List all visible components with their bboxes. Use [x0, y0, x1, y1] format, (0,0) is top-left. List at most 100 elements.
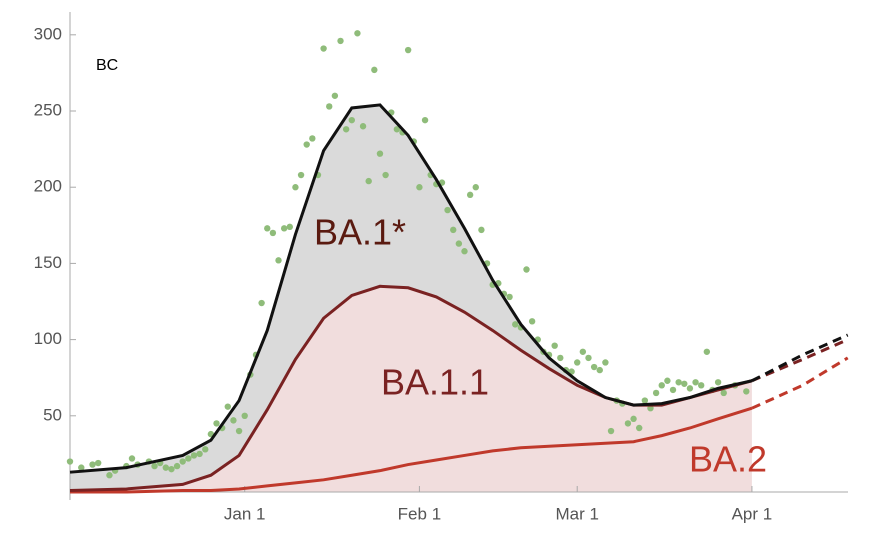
data-point — [213, 420, 220, 427]
data-point — [461, 248, 468, 255]
data-point — [579, 348, 587, 355]
data-point — [703, 348, 711, 355]
data-point — [404, 46, 412, 54]
y-tick-label: 100 — [34, 329, 62, 348]
y-tick-label: 300 — [34, 24, 62, 43]
data-point — [128, 455, 136, 462]
data-point — [421, 116, 429, 124]
data-point — [106, 472, 113, 479]
series-label: BA.1.1 — [381, 362, 489, 403]
data-point — [241, 412, 248, 420]
data-point — [275, 257, 282, 264]
data-point — [557, 354, 564, 362]
data-point — [602, 359, 609, 366]
data-point — [455, 240, 463, 247]
data-point — [590, 363, 598, 371]
data-point — [151, 462, 158, 470]
data-point — [269, 229, 277, 237]
data-point — [309, 135, 316, 142]
area-fill — [70, 408, 752, 492]
data-point — [190, 452, 198, 459]
data-point — [185, 455, 192, 462]
data-point — [179, 458, 186, 465]
data-point — [692, 379, 699, 386]
data-point — [258, 299, 265, 307]
data-point — [89, 461, 96, 468]
data-point — [393, 126, 401, 133]
data-point — [523, 266, 530, 273]
series-line — [751, 356, 849, 410]
y-tick-label: 250 — [34, 100, 62, 119]
y-tick-label: 150 — [34, 253, 62, 272]
data-point — [235, 427, 243, 435]
data-point — [720, 389, 727, 397]
area-fill — [70, 104, 752, 491]
series-line — [69, 103, 753, 474]
data-point — [630, 415, 637, 423]
data-point — [168, 465, 175, 473]
data-point — [365, 177, 372, 185]
data-point — [66, 458, 74, 465]
data-point — [337, 37, 344, 45]
data-point — [450, 226, 457, 234]
data-point — [528, 318, 536, 325]
x-tick-label: Apr 1 — [732, 504, 773, 523]
data-point — [698, 382, 705, 389]
data-point — [664, 377, 671, 384]
data-point — [297, 171, 305, 179]
data-point — [714, 379, 722, 386]
series-line — [751, 333, 849, 383]
data-point — [173, 462, 181, 470]
data-point — [675, 379, 682, 386]
data-point — [652, 389, 660, 397]
data-point — [607, 427, 615, 435]
data-point — [444, 206, 451, 214]
data-point — [382, 171, 389, 179]
data-point — [686, 385, 694, 392]
data-point — [286, 223, 293, 231]
data-point — [743, 388, 750, 395]
data-point — [551, 342, 558, 349]
series-label: BA.1* — [314, 212, 406, 253]
data-point — [466, 191, 474, 199]
x-tick-label: Mar 1 — [555, 504, 598, 523]
data-point — [669, 386, 677, 394]
x-tick-label: Feb 1 — [398, 504, 441, 523]
data-point — [196, 450, 203, 458]
data-point — [478, 226, 485, 234]
data-point — [359, 123, 367, 130]
data-point — [624, 420, 632, 427]
data-point — [512, 321, 519, 328]
y-tick-label: 200 — [34, 177, 62, 196]
data-point — [162, 464, 170, 471]
y-tick-label: 50 — [43, 405, 62, 424]
data-point — [376, 150, 384, 157]
data-point — [292, 184, 299, 191]
data-point — [303, 141, 310, 148]
data-point — [416, 184, 423, 191]
data-point — [472, 184, 479, 191]
data-point — [326, 103, 333, 110]
data-point — [280, 225, 288, 232]
data-point — [230, 417, 237, 424]
data-point — [506, 293, 513, 301]
data-point — [94, 459, 102, 467]
data-point — [641, 397, 649, 404]
data-point — [331, 92, 339, 99]
data-point — [342, 126, 350, 133]
data-point — [681, 380, 688, 387]
area-fill — [70, 286, 752, 492]
data-point — [585, 354, 592, 362]
data-point — [354, 30, 361, 37]
region-label: BC — [96, 57, 118, 74]
data-point — [202, 446, 209, 453]
data-point — [224, 403, 231, 410]
data-point — [371, 66, 378, 74]
x-tick-label: Jan 1 — [224, 504, 266, 523]
data-point — [320, 45, 327, 52]
data-point — [348, 116, 355, 124]
data-point — [596, 366, 603, 374]
data-point — [78, 464, 85, 471]
